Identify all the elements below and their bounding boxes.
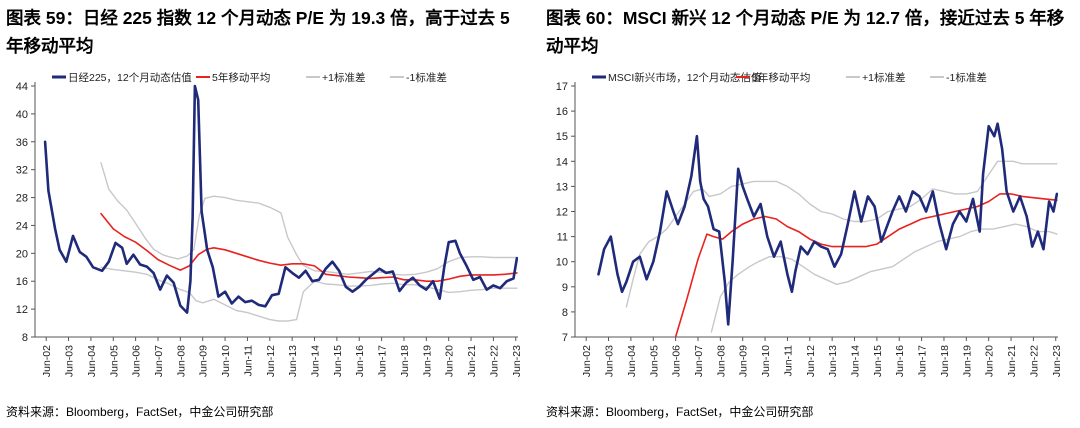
- x-tick-label: Jun-19: [961, 345, 973, 377]
- legend-label: 5年移动平均: [212, 71, 270, 84]
- x-tick-label: Jun-22: [1028, 345, 1040, 377]
- x-tick-label: Jun-14: [310, 345, 322, 377]
- x-tick-label: Jun-19: [421, 345, 433, 377]
- legend-item: +1标准差: [306, 71, 365, 84]
- chart-title: 图表 60：MSCI 新兴 12 个月动态 P/E 为 12.7 倍，接近过去 …: [546, 8, 1065, 56]
- y-tick-label: 28: [16, 193, 28, 205]
- x-tick-label: Jun-03: [64, 345, 76, 377]
- x-tick-label: Jun-13: [827, 345, 839, 377]
- x-tick-label: Jun-18: [939, 345, 951, 377]
- x-tick-label: Jun-11: [242, 345, 254, 376]
- series-line-moving-average: [674, 193, 1058, 337]
- x-tick-label: Jun-13: [287, 345, 299, 377]
- x-tick-label: Jun-06: [671, 345, 683, 377]
- x-tick-label: Jun-16: [354, 345, 366, 377]
- x-tick-label: Jun-09: [198, 345, 210, 377]
- chart-nikkei-pe: 日经225，12个月动态估值 5年移动平均 +1标准差 -1标准差 8 12 16 20 24 2…: [16, 71, 523, 377]
- legend-item: -1标准差: [390, 71, 447, 84]
- x-tick-label: Jun-17: [917, 345, 929, 377]
- x-tick-label: Jun-10: [220, 345, 232, 377]
- x-tick-label: Jun-10: [760, 345, 772, 377]
- x-tick-label: Jun-06: [131, 345, 143, 377]
- x-tick-label: Jun-14: [850, 345, 862, 377]
- x-tick-label: Jun-12: [265, 345, 277, 377]
- chart-panel-msci-em: 图表 60：MSCI 新兴 12 个月动态 P/E 为 12.7 倍，接近过去 …: [540, 0, 1070, 428]
- legend-item: 日经225，12个月动态估值: [52, 71, 192, 84]
- y-tick-label: 17: [556, 81, 568, 93]
- y-tick-label: 10: [556, 257, 568, 269]
- x-tick-label: Jun-23: [1051, 345, 1063, 377]
- y-tick-label: 44: [16, 81, 28, 93]
- x-tick-label: Jun-08: [175, 345, 187, 377]
- x-tick-label: Jun-04: [626, 345, 638, 377]
- y-tick-label: 8: [22, 332, 28, 344]
- y-tick-label: 24: [16, 220, 28, 232]
- y-tick-label: 15: [556, 131, 568, 143]
- y-tick-label: 9: [562, 282, 568, 294]
- series-line-minus-1-sd: [710, 223, 1058, 333]
- legend-label: +1标准差: [322, 71, 365, 84]
- x-tick-label: Jun-07: [153, 345, 165, 377]
- x-tick-label: Jun-15: [332, 345, 344, 377]
- legend-label: MSCI新兴市场，12个月动态估值: [608, 71, 762, 84]
- legend-item: -1标准差: [930, 71, 987, 84]
- y-tick-label: 20: [16, 248, 28, 260]
- legend-label: 5年移动平均: [752, 71, 810, 84]
- legend-item: 5年移动平均: [736, 71, 810, 84]
- x-tick-label: Jun-09: [738, 345, 750, 377]
- x-tick-label: Jun-21: [1006, 345, 1018, 377]
- y-tick-label: 12: [556, 207, 568, 219]
- x-tick-label: Jun-02: [41, 345, 53, 377]
- x-tick-label: Jun-12: [805, 345, 817, 377]
- y-tick-label: 16: [16, 276, 28, 288]
- legend-label: -1标准差: [406, 71, 447, 84]
- x-tick-label: Jun-07: [693, 345, 705, 377]
- chart-title: 图表 59：日经 225 指数 12 个月动态 P/E 为 19.3 倍，高于过…: [6, 8, 510, 56]
- x-tick-label: Jun-23: [511, 345, 523, 377]
- x-tick-label: Jun-22: [488, 345, 500, 377]
- legend-item: MSCI新兴市场，12个月动态估值: [592, 71, 762, 84]
- x-tick-label: Jun-17: [377, 345, 389, 377]
- legend-item: 5年移动平均: [196, 71, 270, 84]
- y-tick-label: 11: [557, 232, 568, 244]
- legend-label: -1标准差: [946, 71, 987, 84]
- legend-label: +1标准差: [862, 71, 905, 84]
- y-tick-label: 16: [556, 106, 568, 118]
- x-tick-label: Jun-16: [894, 345, 906, 377]
- x-tick-label: Jun-11: [782, 345, 794, 376]
- series-line-pe: [597, 122, 1058, 326]
- series-line-plus-1-sd: [100, 161, 518, 276]
- y-tick-label: 12: [16, 304, 28, 316]
- x-tick-label: Jun-04: [86, 345, 98, 377]
- y-tick-label: 7: [562, 332, 568, 344]
- series-line-pe: [43, 84, 518, 314]
- y-tick-label: 8: [562, 307, 568, 319]
- y-tick-label: 32: [16, 165, 28, 177]
- x-tick-label: Jun-20: [984, 345, 996, 377]
- chart-panel-nikkei: 图表 59：日经 225 指数 12 个月动态 P/E 为 19.3 倍，高于过…: [0, 0, 530, 428]
- series-line-moving-average: [100, 212, 518, 282]
- y-tick-label: 13: [556, 181, 568, 193]
- chart-source: 资料来源：Bloomberg，FactSet，中金公司研究部: [6, 405, 274, 419]
- x-tick-label: Jun-15: [872, 345, 884, 377]
- y-tick-label: 14: [556, 156, 568, 168]
- x-tick-label: Jun-18: [399, 345, 411, 377]
- x-tick-label: Jun-21: [466, 345, 478, 377]
- y-tick-label: 36: [16, 137, 28, 149]
- x-tick-label: Jun-02: [581, 345, 593, 377]
- legend-item: +1标准差: [846, 71, 905, 84]
- x-tick-label: Jun-20: [444, 345, 456, 377]
- chart-source: 资料来源：Bloomberg，FactSet，中金公司研究部: [546, 405, 814, 419]
- x-tick-label: Jun-05: [648, 345, 660, 377]
- x-tick-label: Jun-05: [108, 345, 120, 377]
- legend-label: 日经225，12个月动态估值: [68, 71, 192, 84]
- x-tick-label: Jun-08: [715, 345, 727, 377]
- y-tick-label: 40: [16, 109, 28, 121]
- x-tick-label: Jun-03: [604, 345, 616, 377]
